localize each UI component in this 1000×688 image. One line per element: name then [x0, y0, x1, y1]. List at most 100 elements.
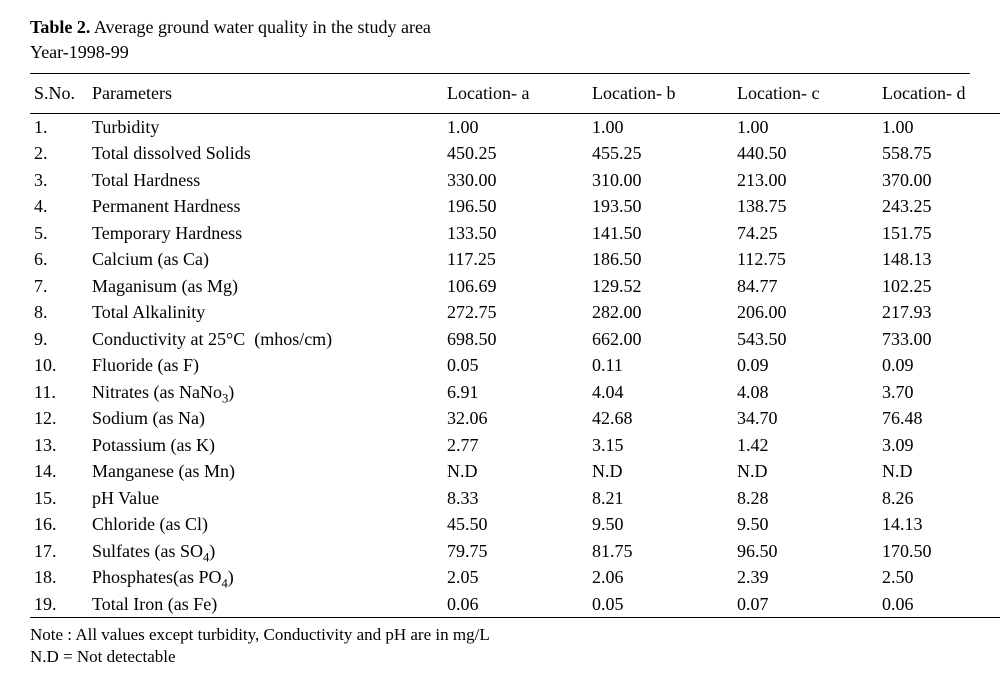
- table-row: 13.Potassium (as K)2.773.151.423.09: [30, 432, 1000, 459]
- cell-loc-b: 0.05: [588, 591, 733, 618]
- cell-sno: 10.: [30, 352, 88, 379]
- cell-loc-d: 1.00: [878, 114, 1000, 141]
- col-header-sno: S.No.: [30, 74, 88, 113]
- cell-loc-b: 2.06: [588, 564, 733, 591]
- table-row: 1.Turbidity1.001.001.001.00: [30, 114, 1000, 141]
- cell-loc-a: 1.00: [443, 114, 588, 141]
- table-caption: Average ground water quality in the stud…: [94, 17, 431, 37]
- cell-loc-d: 3.70: [878, 379, 1000, 406]
- document-page: Table 2. Average ground water quality in…: [0, 0, 1000, 688]
- footnote-line: N.D = Not detectable: [30, 646, 970, 668]
- cell-loc-b: 662.00: [588, 326, 733, 353]
- cell-param: Phosphates(as PO4): [88, 564, 443, 591]
- cell-loc-c: 440.50: [733, 140, 878, 167]
- cell-loc-c: 9.50: [733, 511, 878, 538]
- cell-param: Chloride (as Cl): [88, 511, 443, 538]
- cell-loc-a: 330.00: [443, 167, 588, 194]
- cell-loc-d: 14.13: [878, 511, 1000, 538]
- cell-sno: 1.: [30, 114, 88, 141]
- cell-loc-b: 9.50: [588, 511, 733, 538]
- cell-loc-a: 0.06: [443, 591, 588, 618]
- table-row: 12.Sodium (as Na)32.0642.6834.7076.48: [30, 405, 1000, 432]
- cell-param: Nitrates (as NaNo3): [88, 379, 443, 406]
- table-row: 2.Total dissolved Solids450.25455.25440.…: [30, 140, 1000, 167]
- table-row: 6.Calcium (as Ca)117.25186.50112.75148.1…: [30, 246, 1000, 273]
- cell-loc-a: 698.50: [443, 326, 588, 353]
- table-subtitle: Year-1998-99: [30, 41, 970, 64]
- cell-loc-a: 2.05: [443, 564, 588, 591]
- cell-loc-c: 0.07: [733, 591, 878, 618]
- cell-loc-b: 193.50: [588, 193, 733, 220]
- cell-loc-a: 133.50: [443, 220, 588, 247]
- table-row: 8.Total Alkalinity272.75282.00206.00217.…: [30, 299, 1000, 326]
- cell-sno: 13.: [30, 432, 88, 459]
- cell-loc-b: 3.15: [588, 432, 733, 459]
- cell-loc-d: N.D: [878, 458, 1000, 485]
- cell-param: Total Hardness: [88, 167, 443, 194]
- cell-sno: 14.: [30, 458, 88, 485]
- cell-loc-d: 0.09: [878, 352, 1000, 379]
- cell-param: Total Iron (as Fe): [88, 591, 443, 618]
- cell-sno: 16.: [30, 511, 88, 538]
- cell-loc-c: 4.08: [733, 379, 878, 406]
- col-header-loc-c: Location- c: [733, 74, 878, 113]
- bottom-rule: [30, 617, 1000, 618]
- cell-param: Sodium (as Na): [88, 405, 443, 432]
- cell-sno: 6.: [30, 246, 88, 273]
- cell-sno: 7.: [30, 273, 88, 300]
- data-table: S.No. Parameters Location- a Location- b…: [30, 74, 1000, 618]
- cell-sno: 18.: [30, 564, 88, 591]
- cell-loc-a: 8.33: [443, 485, 588, 512]
- footnotes: Note : All values except turbidity, Cond…: [30, 624, 970, 668]
- cell-loc-c: 543.50: [733, 326, 878, 353]
- cell-loc-c: 213.00: [733, 167, 878, 194]
- cell-sno: 19.: [30, 591, 88, 618]
- table-row: 11.Nitrates (as NaNo3)6.914.044.083.70: [30, 379, 1000, 406]
- cell-sno: 11.: [30, 379, 88, 406]
- cell-sno: 2.: [30, 140, 88, 167]
- table-row: 7.Maganisum (as Mg)106.69129.5284.77102.…: [30, 273, 1000, 300]
- table-row: 3.Total Hardness330.00310.00213.00370.00: [30, 167, 1000, 194]
- cell-loc-b: 8.21: [588, 485, 733, 512]
- cell-param: Temporary Hardness: [88, 220, 443, 247]
- cell-loc-d: 102.25: [878, 273, 1000, 300]
- cell-loc-a: N.D: [443, 458, 588, 485]
- cell-sno: 17.: [30, 538, 88, 565]
- cell-loc-d: 8.26: [878, 485, 1000, 512]
- table-row: 14.Manganese (as Mn)N.DN.DN.DN.D: [30, 458, 1000, 485]
- cell-loc-d: 243.25: [878, 193, 1000, 220]
- cell-param: Permanent Hardness: [88, 193, 443, 220]
- cell-param: Fluoride (as F): [88, 352, 443, 379]
- cell-loc-a: 6.91: [443, 379, 588, 406]
- cell-loc-c: 74.25: [733, 220, 878, 247]
- cell-loc-a: 106.69: [443, 273, 588, 300]
- table-row: 16.Chloride (as Cl)45.509.509.5014.13: [30, 511, 1000, 538]
- table-row: 15.pH Value8.338.218.288.26: [30, 485, 1000, 512]
- cell-loc-b: 81.75: [588, 538, 733, 565]
- cell-loc-c: N.D: [733, 458, 878, 485]
- cell-param: Calcium (as Ca): [88, 246, 443, 273]
- col-header-loc-a: Location- a: [443, 74, 588, 113]
- cell-loc-d: 733.00: [878, 326, 1000, 353]
- cell-loc-a: 450.25: [443, 140, 588, 167]
- cell-sno: 3.: [30, 167, 88, 194]
- cell-loc-c: 1.00: [733, 114, 878, 141]
- cell-loc-d: 558.75: [878, 140, 1000, 167]
- cell-loc-c: 2.39: [733, 564, 878, 591]
- table-row: 9.Conductivity at 25°C (mhos/cm)698.5066…: [30, 326, 1000, 353]
- table-row: 18.Phosphates(as PO4)2.052.062.392.50: [30, 564, 1000, 591]
- col-header-loc-b: Location- b: [588, 74, 733, 113]
- cell-loc-b: 4.04: [588, 379, 733, 406]
- cell-loc-d: 217.93: [878, 299, 1000, 326]
- cell-loc-a: 272.75: [443, 299, 588, 326]
- cell-param: Manganese (as Mn): [88, 458, 443, 485]
- cell-loc-b: N.D: [588, 458, 733, 485]
- cell-loc-c: 206.00: [733, 299, 878, 326]
- table-number: Table 2.: [30, 17, 90, 37]
- table-row: 17.Sulfates (as SO4)79.7581.7596.50170.5…: [30, 538, 1000, 565]
- cell-loc-c: 112.75: [733, 246, 878, 273]
- cell-loc-d: 148.13: [878, 246, 1000, 273]
- table-row: 19.Total Iron (as Fe)0.060.050.070.06: [30, 591, 1000, 618]
- cell-param: pH Value: [88, 485, 443, 512]
- cell-param: Conductivity at 25°C (mhos/cm): [88, 326, 443, 353]
